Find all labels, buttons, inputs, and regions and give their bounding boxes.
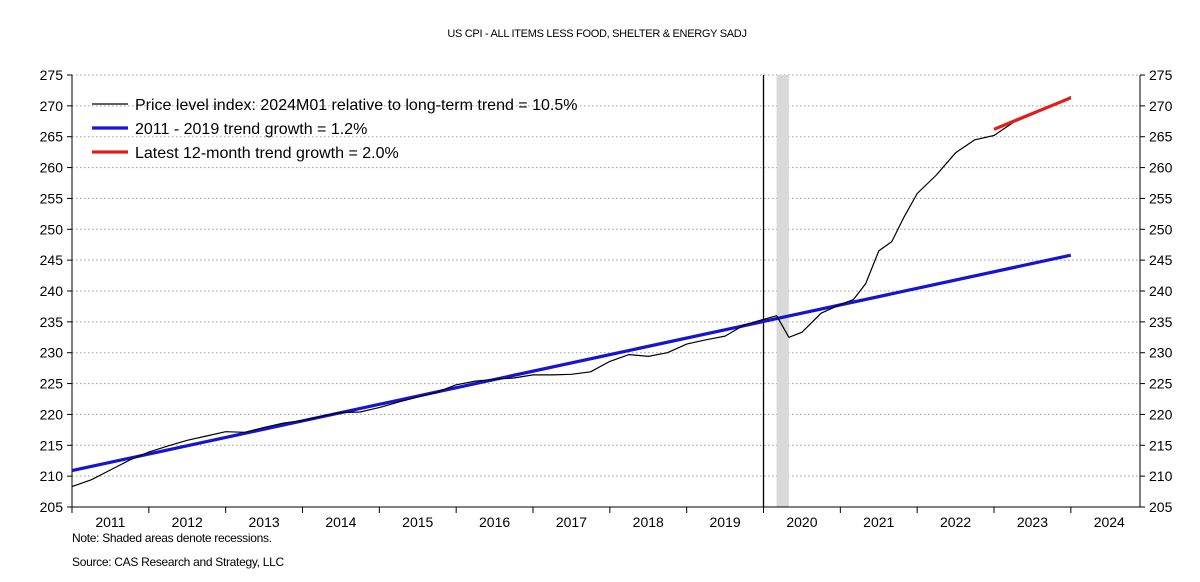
y-tick-label-right: 210 — [1149, 468, 1173, 484]
recession-bands — [776, 75, 789, 507]
y-tick-label-left: 230 — [40, 345, 64, 361]
y-tick-label-left: 270 — [40, 98, 64, 114]
y-tick-label-left: 225 — [40, 376, 64, 392]
y-tick-label-right: 260 — [1149, 160, 1173, 176]
x-tick-label: 2013 — [249, 514, 280, 530]
legend: Price level index: 2024M01 relative to l… — [92, 97, 577, 162]
series-lines — [71, 96, 1072, 488]
x-tick-label: 2011 — [95, 514, 125, 530]
y-tick-label-left: 250 — [40, 221, 64, 237]
y-tick-label-right: 240 — [1149, 283, 1173, 299]
x-tick-label: 2016 — [479, 514, 510, 530]
x-tick-label: 2018 — [633, 514, 664, 530]
y-tick-label-right: 220 — [1149, 406, 1173, 422]
y-tick-label-right: 215 — [1149, 437, 1173, 453]
x-tick-label: 2019 — [710, 514, 741, 530]
y-tick-label-right: 275 — [1149, 67, 1173, 83]
x-tick-label: 2024 — [1094, 514, 1125, 530]
y-tick-label-right: 230 — [1149, 345, 1173, 361]
legend-label-2: Latest 12-month trend growth = 2.0% — [135, 145, 399, 162]
y-tick-label-left: 255 — [40, 190, 64, 206]
recession-band — [776, 75, 789, 507]
axes: 205 205 210 210 215 215 220 220 225 225 230 230 235 2… — [40, 67, 1173, 530]
y-tick-label-right: 205 — [1149, 499, 1173, 515]
x-tick-label: 2017 — [556, 514, 587, 530]
source-note: Source: CAS Research and Strategy, LLC — [72, 555, 284, 569]
x-tick-label: 2021 — [863, 514, 894, 530]
y-tick-label-right: 265 — [1149, 129, 1173, 145]
series-line-1 — [71, 253, 1072, 473]
x-tick-label: 2012 — [172, 514, 203, 530]
y-tick-label-right: 235 — [1149, 314, 1173, 330]
x-tick-label: 2014 — [325, 514, 356, 530]
x-tick-label: 2023 — [1017, 514, 1048, 530]
chart-title: US CPI - ALL ITEMS LESS FOOD, SHELTER & … — [447, 28, 746, 40]
series-line-2 — [993, 96, 1072, 131]
x-tick-label: 2020 — [786, 514, 817, 530]
y-tick-label-left: 235 — [40, 314, 64, 330]
x-tick-label: 2015 — [402, 514, 433, 530]
legend-label-0: Price level index: 2024M01 relative to l… — [135, 97, 577, 114]
y-tick-label-left: 220 — [40, 406, 64, 422]
y-tick-label-left: 265 — [40, 129, 64, 145]
y-tick-label-right: 255 — [1149, 190, 1173, 206]
series-line-0 — [71, 96, 1072, 488]
x-tick-label: 2022 — [940, 514, 971, 530]
y-tick-label-left: 240 — [40, 283, 64, 299]
y-tick-label-left: 215 — [40, 437, 64, 453]
y-tick-label-left: 210 — [40, 468, 64, 484]
y-tick-label-right: 225 — [1149, 376, 1173, 392]
y-tick-label-left: 260 — [40, 160, 64, 176]
y-tick-label-left: 245 — [40, 252, 64, 268]
y-tick-label-left: 205 — [40, 499, 64, 515]
y-tick-label-left: 275 — [40, 67, 64, 83]
y-tick-label-right: 270 — [1149, 98, 1173, 114]
recession-note: Note: Shaded areas denote recessions. — [72, 531, 272, 545]
y-tick-label-right: 245 — [1149, 252, 1173, 268]
legend-label-1: 2011 - 2019 trend growth = 1.2% — [135, 121, 367, 138]
y-tick-label-right: 250 — [1149, 221, 1173, 237]
